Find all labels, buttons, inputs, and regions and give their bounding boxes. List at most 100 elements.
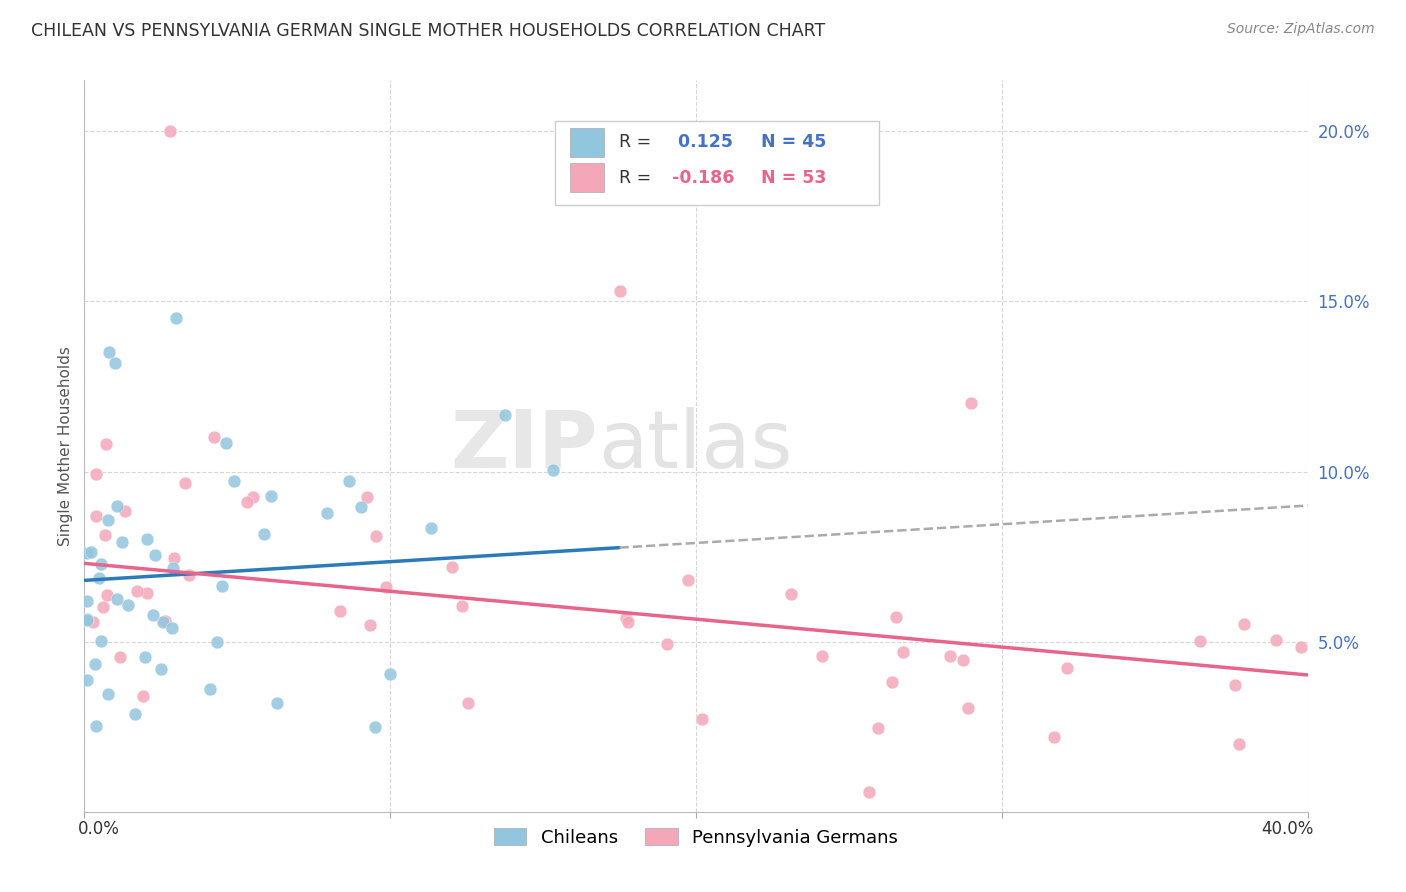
Text: -0.186: -0.186 [672,169,734,186]
Point [1227,737,1250,751]
Point [266,696,288,710]
Point [90,634,112,648]
Point [215,436,238,450]
Point [1265,633,1288,648]
Point [868,721,890,735]
Point [163,551,186,566]
Point [329,604,352,618]
Point [337,474,360,488]
Point [1189,634,1212,648]
Text: R =: R = [619,134,657,152]
Point [97,345,120,359]
Point [136,533,159,547]
Point [114,504,136,518]
Point [676,573,699,587]
Point [811,648,834,663]
Text: atlas: atlas [598,407,793,485]
Point [202,430,225,444]
Point [97,687,120,701]
Point [200,682,222,697]
Point [90,557,112,571]
Point [131,689,153,703]
Point [134,650,156,665]
Point [884,610,907,624]
Point [76,594,98,608]
Point [420,521,443,535]
Point [960,396,983,410]
Text: CHILEAN VS PENNSYLVANIA GERMAN SINGLE MOTHER HOUSEHOLDS CORRELATION CHART: CHILEAN VS PENNSYLVANIA GERMAN SINGLE MO… [31,22,825,40]
Point [153,614,176,628]
Point [84,467,107,481]
Point [84,508,107,523]
Point [205,635,228,649]
Point [87,571,110,585]
Point [880,675,903,690]
Point [110,650,132,665]
Point [149,662,172,676]
Point [451,599,474,614]
Point [152,615,174,629]
Point [952,652,974,666]
Point [79,545,101,559]
Point [457,696,479,710]
Point [222,474,245,488]
Point [441,560,464,574]
Point [142,607,165,622]
Text: 0.0%: 0.0% [79,821,120,838]
Point [165,311,187,326]
Point [858,785,880,799]
Point [1289,640,1312,654]
Point [105,591,128,606]
Point [617,615,640,630]
Y-axis label: Single Mother Households: Single Mother Households [58,346,73,546]
Point [96,588,118,602]
Point [655,637,678,651]
Point [82,615,104,630]
Bar [569,128,605,157]
Point [97,513,120,527]
Point [236,495,259,509]
Point [173,476,195,491]
Point [177,568,200,582]
Point [359,617,381,632]
Point [614,611,637,625]
Point [939,648,962,663]
Point [93,528,115,542]
Point [364,529,387,543]
Point [378,666,401,681]
Point [117,598,139,612]
Point [260,489,283,503]
Point [1223,678,1246,692]
Point [124,707,146,722]
Text: N = 45: N = 45 [761,134,827,152]
Point [143,548,166,562]
Point [957,701,980,715]
Point [364,720,387,734]
Point [94,437,117,451]
Point [690,712,713,726]
Text: 0.125: 0.125 [672,134,733,152]
Text: R =: R = [619,169,657,186]
Point [160,621,183,635]
Point [1056,661,1078,675]
Text: N = 53: N = 53 [761,169,827,186]
Point [159,124,181,138]
Text: Source: ZipAtlas.com: Source: ZipAtlas.com [1227,22,1375,37]
Point [104,356,127,370]
Point [350,500,373,514]
Point [105,499,128,513]
Point [316,506,339,520]
Point [375,580,398,594]
Point [76,612,98,626]
Point [609,284,631,298]
Point [211,579,233,593]
Point [494,409,516,423]
Point [356,491,378,505]
FancyBboxPatch shape [555,120,880,204]
Point [541,463,564,477]
Point [1233,617,1256,632]
Point [135,586,157,600]
Point [84,657,107,671]
Point [891,645,914,659]
Point [1043,730,1066,744]
